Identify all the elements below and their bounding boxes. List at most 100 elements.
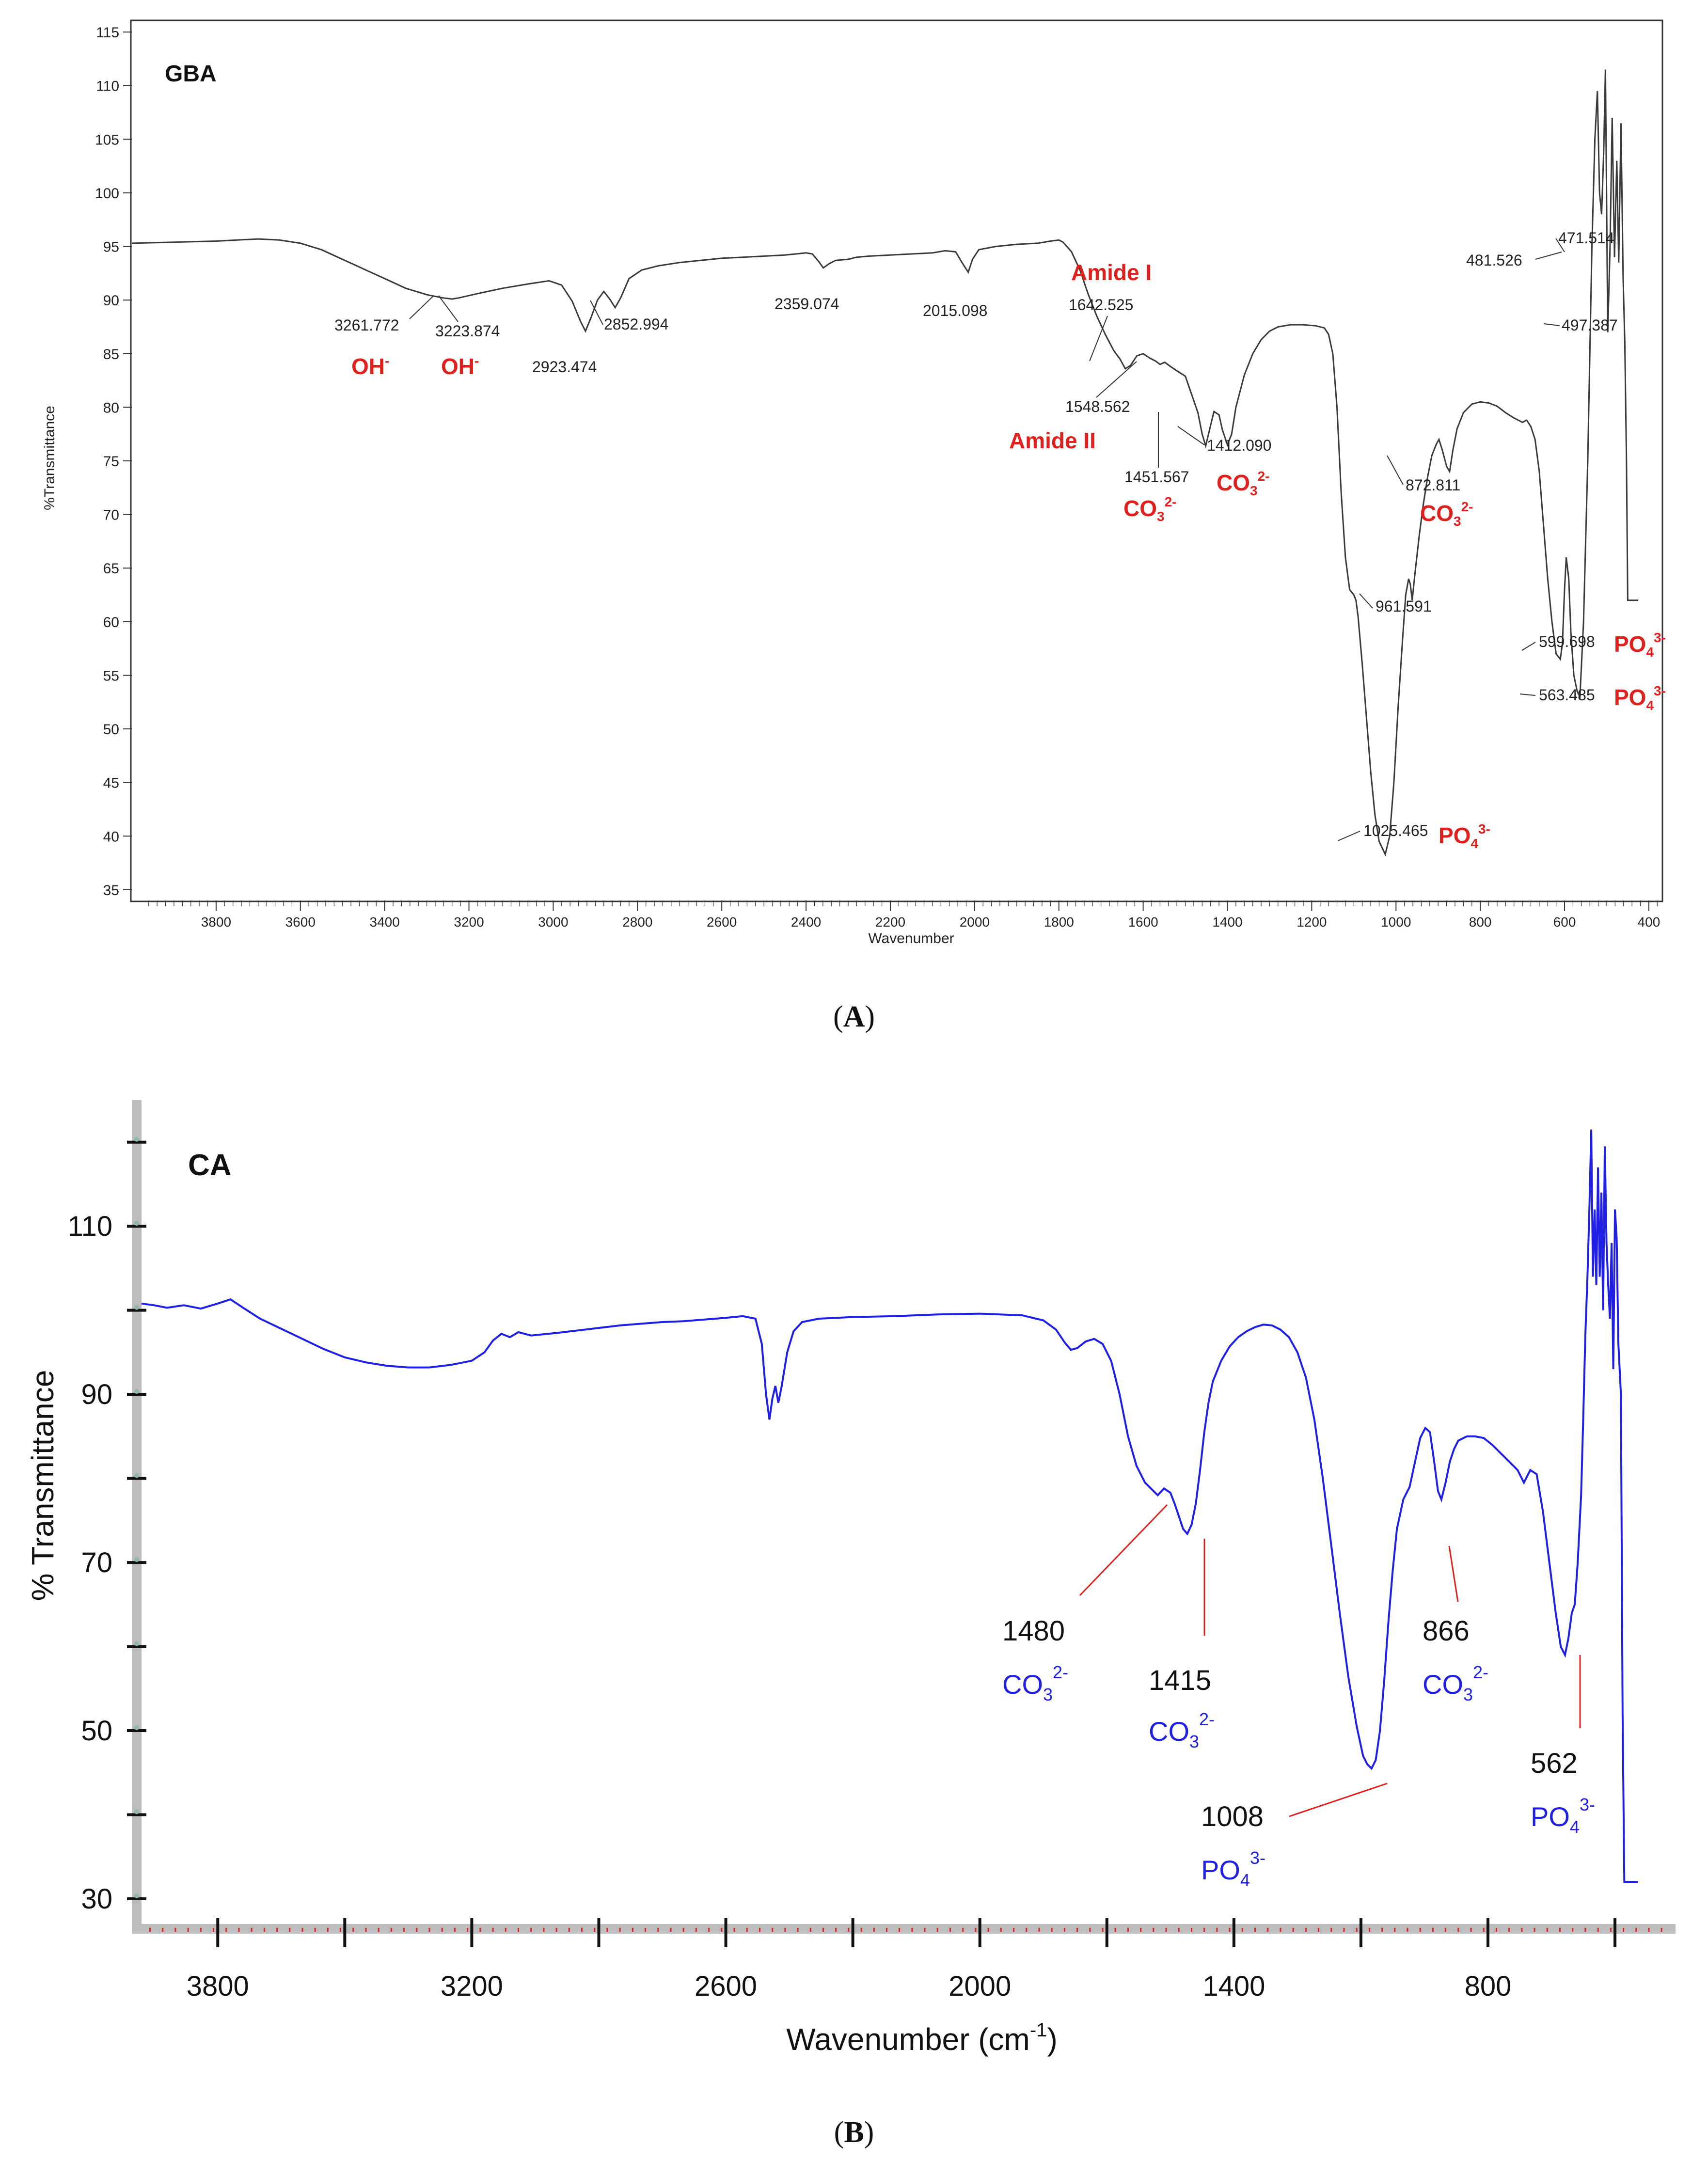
panel-a-spectrum-line bbox=[131, 69, 1639, 857]
peak-label-1025: 1025.465 bbox=[1363, 822, 1428, 839]
leader-1008 bbox=[1289, 1782, 1388, 1817]
panel-b-sample-label: CA bbox=[188, 1149, 232, 1182]
x-tick-label: 400 bbox=[1638, 914, 1661, 930]
leader-1480 bbox=[1079, 1504, 1168, 1596]
assignment-oh-2: OH- bbox=[441, 353, 479, 379]
caption-b-close: ) bbox=[864, 2116, 874, 2149]
panel-b-leader-lines bbox=[1079, 1504, 1581, 1817]
assignment-co3-866: CO32- bbox=[1423, 1662, 1488, 1704]
po4-sub: 4 bbox=[1646, 645, 1654, 660]
leader-3223 bbox=[438, 295, 459, 322]
po4-text: PO bbox=[1614, 685, 1646, 710]
oh-1-charge: - bbox=[385, 353, 389, 368]
assignment-co3-1451: CO32- bbox=[1123, 494, 1176, 524]
x-tick-label: 3200 bbox=[441, 1971, 503, 2002]
x-tick-label: 1200 bbox=[1297, 914, 1327, 930]
co3-text: CO bbox=[1149, 1716, 1189, 1747]
panel-b-y-axis: 30 50 70 90 110 bbox=[68, 1136, 146, 1915]
assignment-po4-562: PO43- bbox=[1531, 1795, 1595, 1837]
x-tick-label: 3800 bbox=[201, 914, 231, 930]
y-tick-dot bbox=[134, 1725, 139, 1731]
x-tick-label: 2800 bbox=[622, 914, 652, 930]
x-tick-label: 2600 bbox=[695, 1971, 757, 2002]
peak-label-2359: 2359.074 bbox=[775, 295, 839, 313]
peak-label-1412: 1412.090 bbox=[1207, 437, 1271, 454]
oh-2-text: OH bbox=[441, 354, 474, 379]
po4-text: PO bbox=[1201, 1855, 1240, 1885]
panel-a-leader-lines bbox=[409, 238, 1565, 841]
co3-charge: 2- bbox=[1258, 469, 1270, 484]
panel-a-x-axis-title: Wavenumber bbox=[868, 930, 954, 946]
panel-a-sample-label: GBA bbox=[165, 61, 217, 87]
peak-label-599: 599.698 bbox=[1539, 633, 1595, 650]
po4-sub: 4 bbox=[1646, 698, 1654, 713]
peak-label-1008: 1008 bbox=[1201, 1801, 1264, 1832]
po4-sub: 4 bbox=[1240, 1870, 1250, 1890]
peak-label-961: 961.591 bbox=[1376, 598, 1432, 615]
po4-text: PO bbox=[1531, 1801, 1570, 1832]
x-tick-label: 3400 bbox=[370, 914, 400, 930]
x-tick-label: 2200 bbox=[875, 914, 905, 930]
peak-label-1451: 1451.567 bbox=[1124, 468, 1189, 486]
leader-1548 bbox=[1096, 361, 1137, 398]
y-tick-label: 55 bbox=[103, 668, 119, 684]
caption-a-open: ( bbox=[833, 1000, 843, 1033]
assignment-po4-599: PO43- bbox=[1614, 630, 1666, 660]
y-tick-label: 75 bbox=[103, 454, 119, 470]
x-tick-label: 2600 bbox=[707, 914, 737, 930]
y-tick-label: 90 bbox=[103, 293, 119, 309]
y-tick-label: 70 bbox=[103, 507, 119, 523]
caption-b-open: ( bbox=[834, 2116, 844, 2149]
y-tick-label: 60 bbox=[103, 615, 119, 631]
y-tick-label: 90 bbox=[81, 1379, 112, 1410]
assignment-co3-1412: CO32- bbox=[1217, 469, 1269, 498]
panel-b-ca-spectrum: 30 50 70 90 110 3800 3200 2600 2000 1400 800 CA %… bbox=[25, 1100, 1676, 2149]
panel-b-y-axis-title: % Transmittance bbox=[25, 1370, 60, 1601]
peak-label-1642: 1642.525 bbox=[1069, 296, 1133, 314]
y-tick-dot bbox=[134, 1473, 139, 1478]
y-tick-dot bbox=[134, 1389, 139, 1394]
peak-label-2852: 2852.994 bbox=[604, 315, 668, 333]
co3-sub: 3 bbox=[1189, 1732, 1199, 1751]
co3-text: CO bbox=[1423, 1669, 1463, 1700]
assignment-co3-1480: CO32- bbox=[1002, 1662, 1068, 1704]
po4-sub: 4 bbox=[1471, 836, 1478, 851]
y-tick-label: 115 bbox=[96, 25, 119, 41]
panel-b-peak-labels: 1480 1415 1008 866 562 bbox=[1002, 1615, 1578, 1832]
panel-a-x-axis: 3800 3600 3400 3200 3000 2800 2600 2400 2200 2000… bbox=[148, 900, 1661, 930]
co3-charge: 2- bbox=[1199, 1709, 1215, 1729]
y-tick-label: 30 bbox=[81, 1883, 112, 1915]
y-tick-label: 35 bbox=[103, 883, 119, 899]
y-tick-label: 45 bbox=[103, 775, 119, 791]
panel-a-peak-labels: 3261.772 3223.874 2923.474 2852.994 2359… bbox=[334, 229, 1618, 839]
assignment-po4-1008: PO43- bbox=[1201, 1848, 1265, 1890]
leader-1642 bbox=[1089, 315, 1108, 362]
co3-sub: 3 bbox=[1454, 514, 1461, 529]
x-tick-label: 2000 bbox=[960, 914, 990, 930]
co3-charge: 2- bbox=[1473, 1662, 1488, 1682]
x-tick-label: 600 bbox=[1553, 914, 1576, 930]
y-tick-dot bbox=[134, 1809, 139, 1814]
leader-1412 bbox=[1177, 426, 1205, 445]
leader-1025 bbox=[1337, 831, 1360, 841]
y-tick-label: 40 bbox=[103, 829, 119, 845]
po4-charge: 3- bbox=[1478, 821, 1490, 836]
x-tick-label: 1400 bbox=[1202, 1971, 1265, 2002]
caption-a-label: A bbox=[843, 1000, 865, 1033]
y-tick-label: 85 bbox=[103, 347, 119, 363]
x-tick-label: 3200 bbox=[454, 914, 484, 930]
peak-label-866: 866 bbox=[1423, 1615, 1470, 1647]
leader-563 bbox=[1519, 694, 1536, 696]
assignment-co3-872: CO32- bbox=[1420, 499, 1473, 529]
y-tick-label: 80 bbox=[103, 400, 119, 416]
leader-599 bbox=[1521, 642, 1536, 651]
panel-a-assignments: OH- OH- Amide I Amide II CO32- CO32- CO3… bbox=[351, 260, 1666, 851]
x-tick-label: 2000 bbox=[949, 1971, 1011, 2002]
x-tick-label: 3000 bbox=[538, 914, 568, 930]
leader-2852 bbox=[590, 300, 603, 325]
co3-charge: 2- bbox=[1461, 499, 1473, 514]
y-tick-label: 110 bbox=[68, 1211, 112, 1242]
panel-b-assignments: CO32- CO32- PO43- CO32- PO43- bbox=[1002, 1662, 1595, 1890]
po4-charge: 3- bbox=[1654, 630, 1666, 645]
assignment-oh-1: OH- bbox=[351, 353, 389, 379]
